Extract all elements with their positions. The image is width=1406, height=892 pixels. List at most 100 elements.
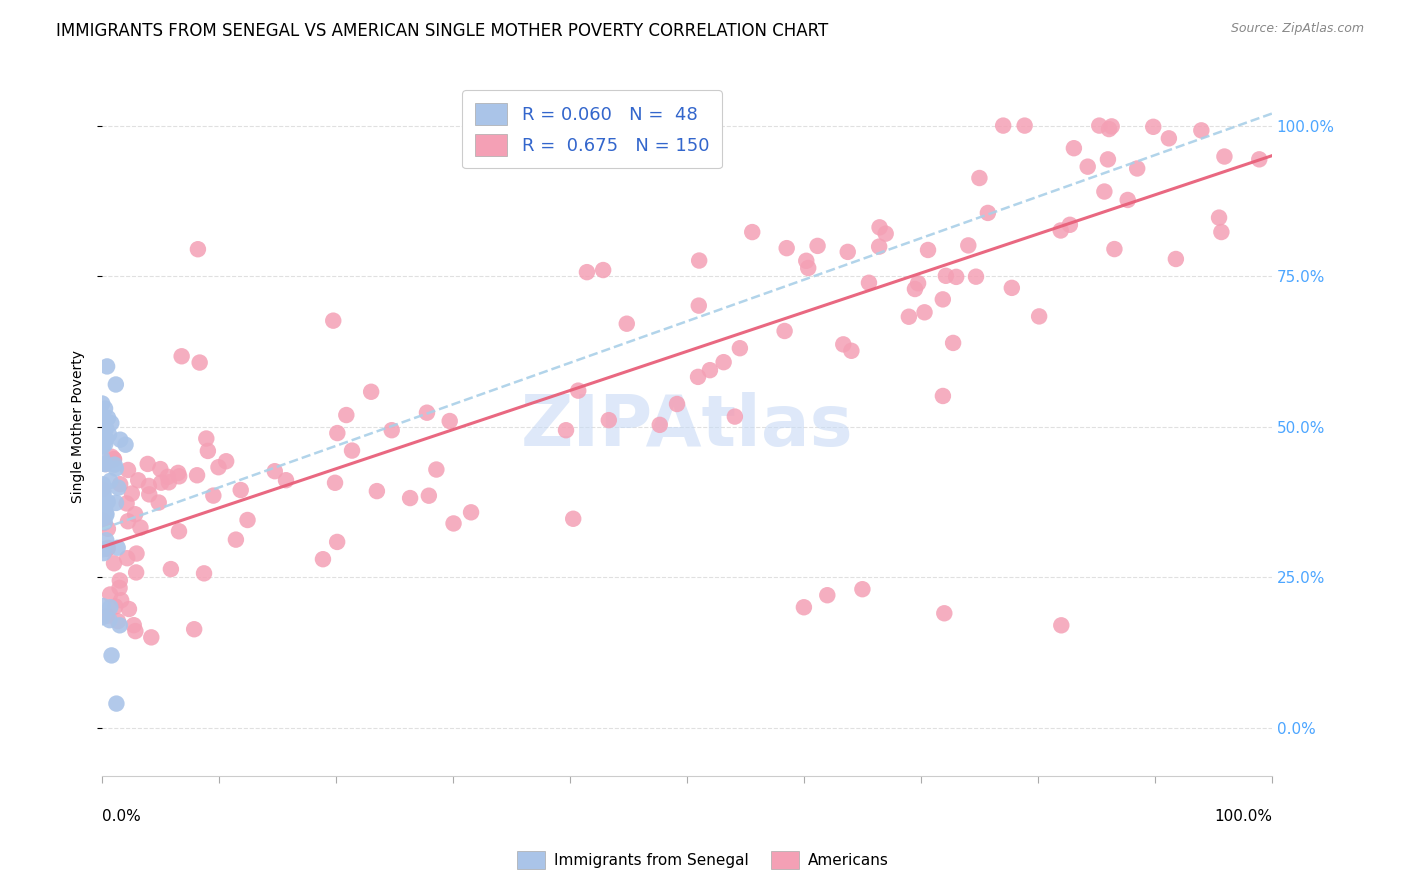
Point: [170, 349, 193, 363]
Point: [832, 337, 855, 351]
Point: [797, 260, 820, 275]
Point: [110, 593, 132, 607]
Point: [156, 470, 179, 484]
Point: [103, 452, 125, 467]
Point: [1049, 223, 1071, 237]
Point: [688, 299, 710, 313]
Point: [148, 495, 170, 509]
Point: [360, 384, 382, 399]
Point: [699, 363, 721, 377]
Point: [935, 268, 957, 283]
Point: [122, 618, 145, 632]
Point: [91, 486, 114, 500]
Point: [841, 343, 863, 358]
Point: [150, 475, 173, 490]
Point: [1001, 281, 1024, 295]
Point: [91, 414, 114, 428]
Text: 100.0%: 100.0%: [1213, 809, 1272, 824]
Point: [1097, 153, 1119, 167]
Point: [91, 483, 114, 497]
Point: [1063, 141, 1085, 155]
Point: [215, 454, 238, 468]
Point: [167, 524, 190, 539]
Point: [103, 452, 125, 467]
Point: [96, 541, 118, 556]
Point: [118, 602, 141, 616]
Point: [666, 397, 689, 411]
Point: [167, 466, 190, 480]
Point: [160, 562, 183, 576]
Point: [229, 483, 252, 497]
Point: [103, 458, 125, 472]
Point: [121, 486, 143, 500]
Point: [932, 389, 955, 403]
Point: [917, 243, 939, 257]
Point: [129, 520, 152, 534]
Point: [197, 444, 219, 458]
Point: [207, 460, 229, 475]
Point: [934, 607, 956, 621]
Point: [98, 600, 121, 615]
Point: [91, 542, 114, 557]
Point: [965, 269, 987, 284]
Point: [94, 421, 117, 435]
Point: [575, 265, 598, 279]
Point: [312, 552, 335, 566]
Point: [96, 608, 118, 623]
Point: [183, 622, 205, 636]
Point: [1208, 211, 1230, 225]
Point: [875, 227, 897, 241]
Point: [439, 414, 461, 428]
Text: ZIPAtlas: ZIPAtlas: [520, 392, 853, 461]
Point: [108, 477, 131, 491]
Point: [96, 533, 118, 548]
Point: [616, 317, 638, 331]
Point: [97, 541, 120, 555]
Point: [91, 451, 114, 466]
Point: [100, 648, 122, 663]
Point: [93, 494, 115, 508]
Point: [1211, 225, 1233, 239]
Point: [793, 600, 815, 615]
Point: [108, 618, 131, 632]
Point: [97, 410, 120, 425]
Point: [157, 475, 180, 490]
Point: [562, 512, 585, 526]
Point: [323, 475, 346, 490]
Point: [957, 238, 980, 252]
Point: [1014, 119, 1036, 133]
Point: [1164, 252, 1187, 266]
Point: [110, 433, 132, 447]
Point: [100, 416, 122, 430]
Point: [932, 293, 955, 307]
Point: [1116, 193, 1139, 207]
Point: [914, 305, 936, 319]
Point: [97, 522, 120, 536]
Point: [1126, 161, 1149, 176]
Point: [188, 355, 211, 369]
Point: [1050, 618, 1073, 632]
Point: [115, 551, 138, 566]
Point: [91, 439, 114, 453]
Point: [107, 541, 129, 555]
Point: [225, 533, 247, 547]
Point: [1098, 122, 1121, 136]
Point: [1104, 242, 1126, 256]
Point: [107, 614, 129, 628]
Point: [97, 494, 120, 508]
Point: [416, 406, 439, 420]
Point: [125, 566, 148, 580]
Point: [107, 481, 129, 495]
Point: [193, 566, 215, 581]
Point: [969, 171, 991, 186]
Point: [93, 485, 115, 500]
Point: [869, 220, 891, 235]
Point: [806, 239, 828, 253]
Text: IMMIGRANTS FROM SENEGAL VS AMERICAN SINGLE MOTHER POVERTY CORRELATION CHART: IMMIGRANTS FROM SENEGAL VS AMERICAN SING…: [56, 22, 828, 40]
Point: [117, 514, 139, 528]
Point: [96, 432, 118, 446]
Point: [868, 239, 890, 253]
Point: [138, 479, 160, 493]
Point: [598, 413, 620, 427]
Point: [443, 516, 465, 531]
